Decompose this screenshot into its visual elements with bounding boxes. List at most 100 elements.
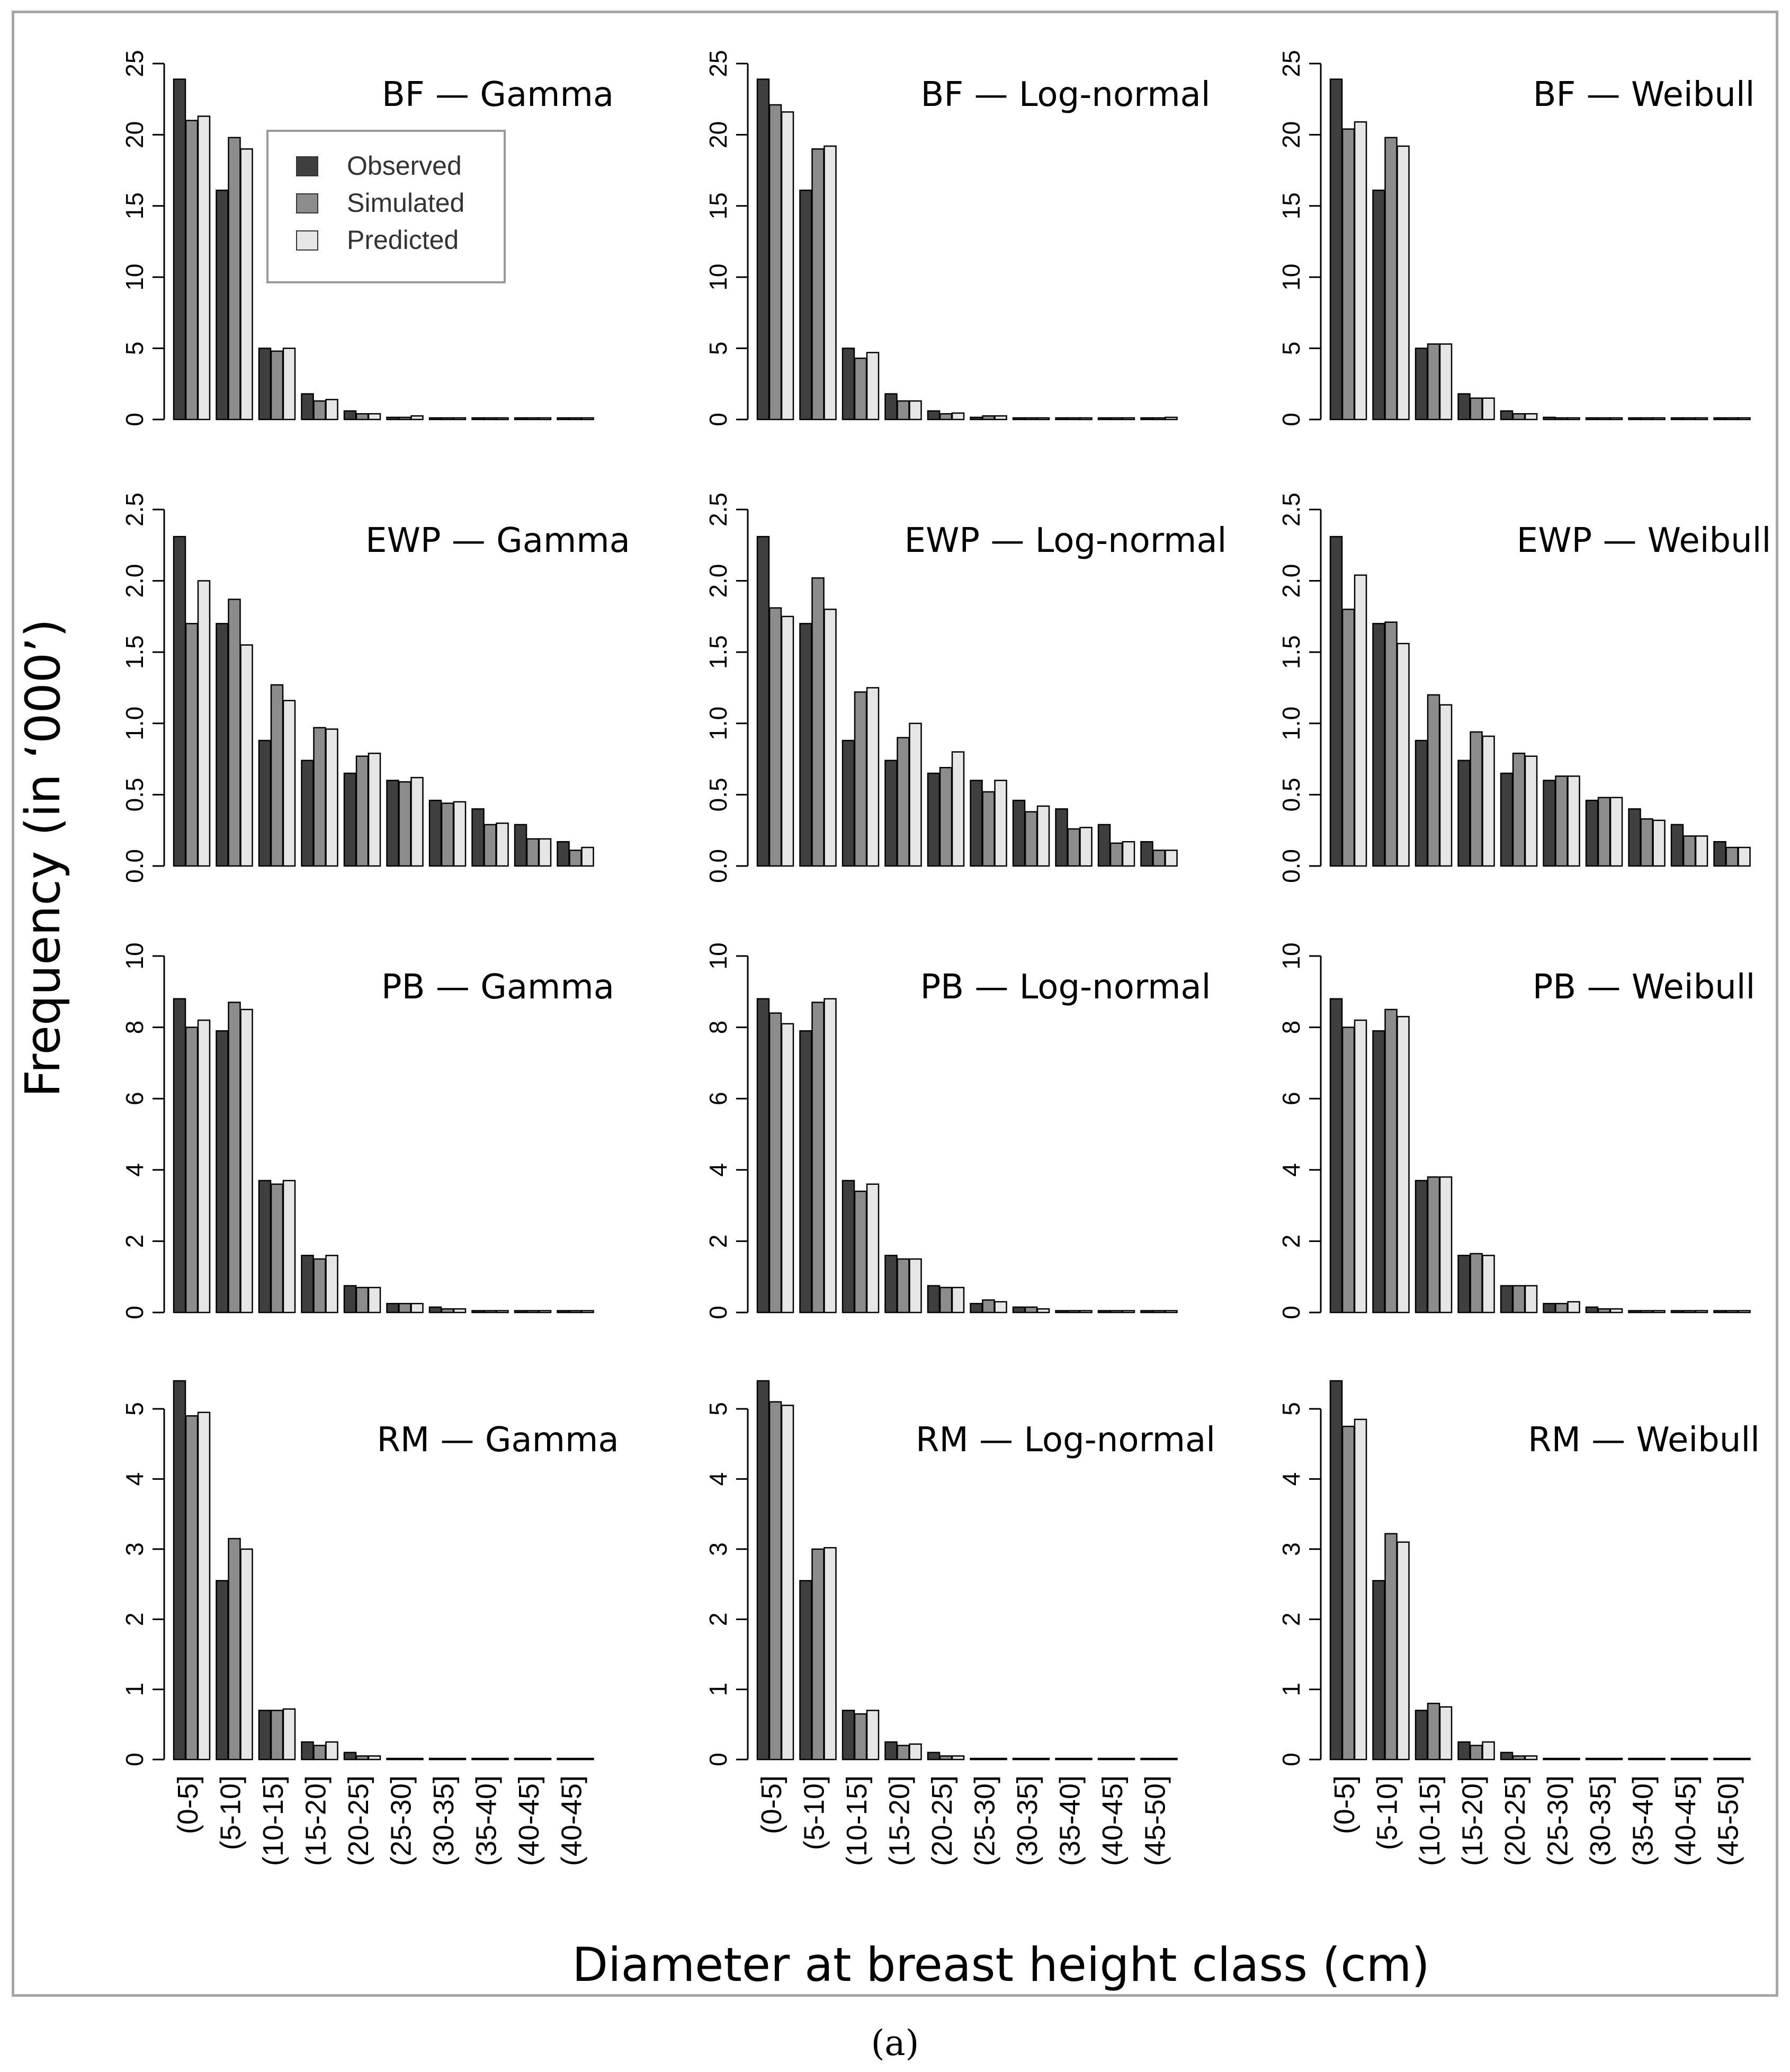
bar-observed — [970, 1757, 983, 1761]
panel-title: RM — Log-normal — [916, 1421, 1215, 1460]
bar-simulated — [1384, 137, 1398, 421]
bar-predicted — [581, 846, 594, 867]
bar-observed — [301, 1255, 314, 1314]
bar-simulated — [1341, 128, 1355, 421]
y-tick-label: 25 — [121, 50, 148, 77]
y-tick-label: 20 — [1277, 121, 1305, 148]
bar-predicted — [909, 1258, 922, 1314]
bar-predicted — [1482, 1741, 1495, 1761]
y-tick-label: 0 — [704, 1306, 732, 1319]
y-tick-label: 5 — [121, 1402, 148, 1416]
bar-simulated — [526, 838, 540, 867]
panel-pb-weibull: 0 2 4 6 8 10 PB — Weibull — [1277, 942, 1755, 1319]
bar-observed — [756, 1380, 770, 1761]
bar-simulated — [484, 1310, 497, 1314]
bar-observed — [1500, 410, 1514, 421]
bar-simulated — [768, 1012, 782, 1314]
bar-observed — [1628, 1757, 1641, 1761]
y-tick-label: 2.5 — [1277, 493, 1305, 526]
y-tick-label: 2 — [704, 1612, 732, 1626]
x-tick-label: (40-45] — [1670, 1775, 1702, 1866]
bar-observed — [301, 393, 314, 421]
x-tick-label: (10-15] — [1414, 1775, 1446, 1866]
bar-predicted — [538, 417, 552, 421]
bar-simulated — [1384, 1533, 1398, 1761]
bar-predicted — [325, 399, 338, 421]
bar-simulated — [811, 1548, 825, 1761]
panel-ewp-log-normal: 0.0 0.5 1.0 1.5 2.0 2.5 EWP — Log-normal — [704, 493, 1227, 883]
bar-observed — [386, 1757, 399, 1761]
bar-predicted — [1652, 1757, 1666, 1761]
bar-observed — [1500, 1285, 1514, 1314]
y-tick-label: 0 — [1277, 1753, 1305, 1766]
bar-simulated — [1597, 417, 1611, 421]
bar-simulated — [313, 1258, 326, 1314]
bar-observed — [1670, 1757, 1684, 1761]
bar-predicted — [1079, 1757, 1093, 1761]
bar-simulated — [1725, 846, 1739, 867]
bar-predicted — [453, 801, 467, 867]
bar-predicted — [410, 1757, 424, 1761]
x-tick-label: (35-40] — [1627, 1775, 1659, 1866]
bar-observed — [1012, 417, 1026, 421]
bar-simulated — [355, 1287, 369, 1314]
bar-observed — [1585, 417, 1599, 421]
bar-observed — [514, 1757, 527, 1761]
bar-predicted — [994, 1301, 1007, 1314]
bar-predicted — [1122, 841, 1135, 867]
bar-predicted — [781, 111, 794, 421]
bar-simulated — [1470, 1745, 1483, 1761]
bar-predicted — [1695, 1757, 1708, 1761]
bar-observed — [1713, 1310, 1726, 1314]
y-tick-label: 2.0 — [121, 564, 148, 598]
bar-observed — [216, 189, 229, 421]
bar-simulated — [854, 358, 867, 421]
bar-simulated — [185, 623, 199, 867]
bar-observed — [1585, 1757, 1599, 1761]
bar-observed — [1372, 623, 1385, 867]
bar-observed — [1670, 1310, 1684, 1314]
y-tick-label: 0.0 — [121, 849, 148, 883]
bar-observed — [799, 1030, 812, 1314]
bar-simulated — [768, 104, 782, 421]
bar-observed — [842, 1710, 855, 1761]
bar-observed — [1329, 78, 1343, 421]
bar-observed — [927, 1285, 941, 1314]
bar-observed — [799, 189, 812, 421]
bar-simulated — [1024, 811, 1038, 867]
bar-predicted — [1397, 642, 1410, 867]
bar-predicted — [538, 838, 552, 867]
x-tick-label: (45-50] — [1713, 1775, 1744, 1866]
y-tick-label: 3 — [1277, 1542, 1305, 1556]
panel-pb-gamma: 0 2 4 6 8 10 PB — Gamma — [121, 942, 614, 1319]
x-tick-label: (15-20] — [884, 1775, 916, 1866]
bar-observed — [1713, 417, 1726, 421]
bar-predicted — [282, 700, 296, 867]
bar-predicted — [496, 417, 509, 421]
bar-observed — [799, 1580, 812, 1761]
y-tick-label: 0.0 — [1277, 849, 1305, 883]
bar-simulated — [1384, 1008, 1398, 1314]
bar-observed — [927, 410, 941, 421]
y-tick-label: 1.0 — [121, 707, 148, 740]
y-tick-label: 6 — [121, 1092, 148, 1105]
panel-title: PB — Gamma — [381, 968, 614, 1007]
bar-simulated — [185, 1026, 199, 1314]
bar-observed — [386, 1302, 399, 1314]
y-tick-label: 1.5 — [704, 635, 732, 669]
bar-predicted — [581, 417, 594, 421]
bar-predicted — [282, 1708, 296, 1761]
bar-observed — [927, 772, 941, 867]
bar-predicted — [1609, 1308, 1623, 1314]
bar-observed — [1543, 780, 1556, 867]
x-tick-label: (35-40] — [471, 1775, 503, 1866]
bar-simulated — [854, 1713, 867, 1761]
panel-title: EWP — Log-normal — [905, 521, 1227, 560]
bar-observed — [1140, 417, 1153, 421]
panel-title: PB — Log-normal — [920, 968, 1211, 1007]
x-tick-label: (25-30] — [386, 1775, 417, 1866]
bar-simulated — [854, 1190, 867, 1314]
bar-simulated — [355, 1755, 369, 1761]
bar-predicted — [1165, 416, 1178, 421]
bar-observed — [343, 410, 357, 421]
